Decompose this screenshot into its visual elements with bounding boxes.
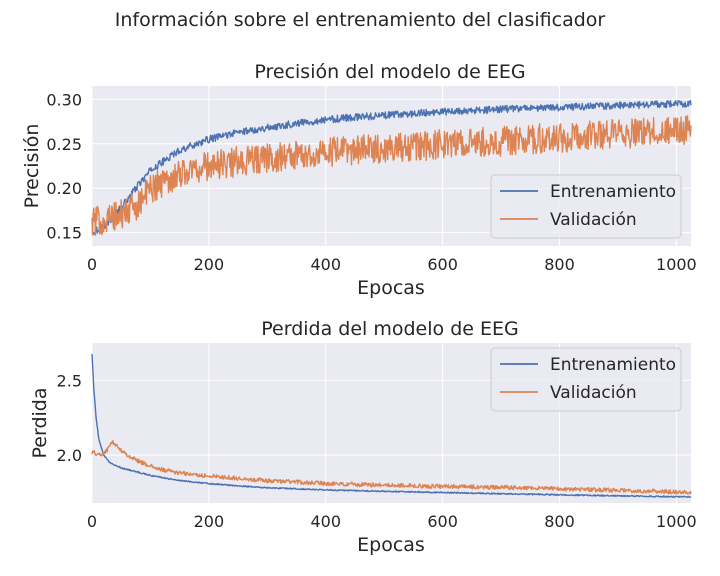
accuracy-tick-labels: 0 200 400 600 800 1000 0.15 0.20 0.25 0.30 [46,90,696,274]
accuracy-y-tick-label: 0.30 [46,90,82,109]
loss-series-val-line [91,439,692,495]
accuracy-y-tick-label: 0.25 [46,135,82,154]
accuracy-x-tick-label: 800 [544,255,575,274]
accuracy-x-tick-label: 600 [427,255,458,274]
figure-suptitle: Información sobre el entrenamiento del c… [115,9,606,31]
loss-chart: Perdida del modelo de EEG 0 200 400 600 800 1… [29,318,697,556]
loss-x-tick-label: 400 [310,512,341,531]
loss-x-tick-label: 0 [87,512,97,531]
loss-y-tick-label: 2.5 [57,371,82,390]
accuracy-series-train-line [91,99,692,236]
accuracy-legend-train-label: Entrenamiento [550,182,676,202]
accuracy-series-val-line [91,115,692,237]
loss-x-tick-label: 600 [427,512,458,531]
accuracy-chart: Precisión del modelo de EEG 0 200 400 600 80… [21,61,697,299]
loss-chart-title: Perdida del modelo de EEG [261,318,518,340]
accuracy-x-tick-label: 200 [194,255,225,274]
accuracy-legend-box [490,174,682,239]
loss-series-lines [91,354,692,498]
accuracy-series-lines [91,99,692,237]
loss-y-tick-label: 2.0 [57,446,82,465]
loss-tick-labels: 0 200 400 600 800 1000 2.0 2.5 [57,371,697,531]
loss-x-tick-label: 200 [194,512,225,531]
accuracy-chart-title: Precisión del modelo de EEG [254,61,525,83]
loss-x-tick-label: 800 [544,512,575,531]
accuracy-y-tick-label: 0.15 [46,224,82,243]
loss-legend: Entrenamiento Validación [490,347,682,412]
accuracy-x-tick-label: 400 [310,255,341,274]
accuracy-x-tick-label: 0 [87,255,97,274]
loss-series-train-line [91,354,692,498]
loss-legend-box [490,347,682,412]
accuracy-y-tick-label: 0.20 [46,179,82,198]
accuracy-x-axis-label: Epocas [357,277,425,299]
loss-legend-train-label: Entrenamiento [550,355,676,375]
accuracy-y-axis-label: Precisión [21,124,43,209]
loss-x-tick-label: 1000 [656,512,697,531]
accuracy-legend-val-label: Validación [550,210,637,230]
loss-legend-val-label: Validación [550,383,637,403]
accuracy-x-tick-label: 1000 [656,255,697,274]
accuracy-legend: Entrenamiento Validación [490,174,682,239]
loss-y-axis-label: Perdida [29,388,51,459]
loss-x-axis-label: Epocas [357,534,425,556]
